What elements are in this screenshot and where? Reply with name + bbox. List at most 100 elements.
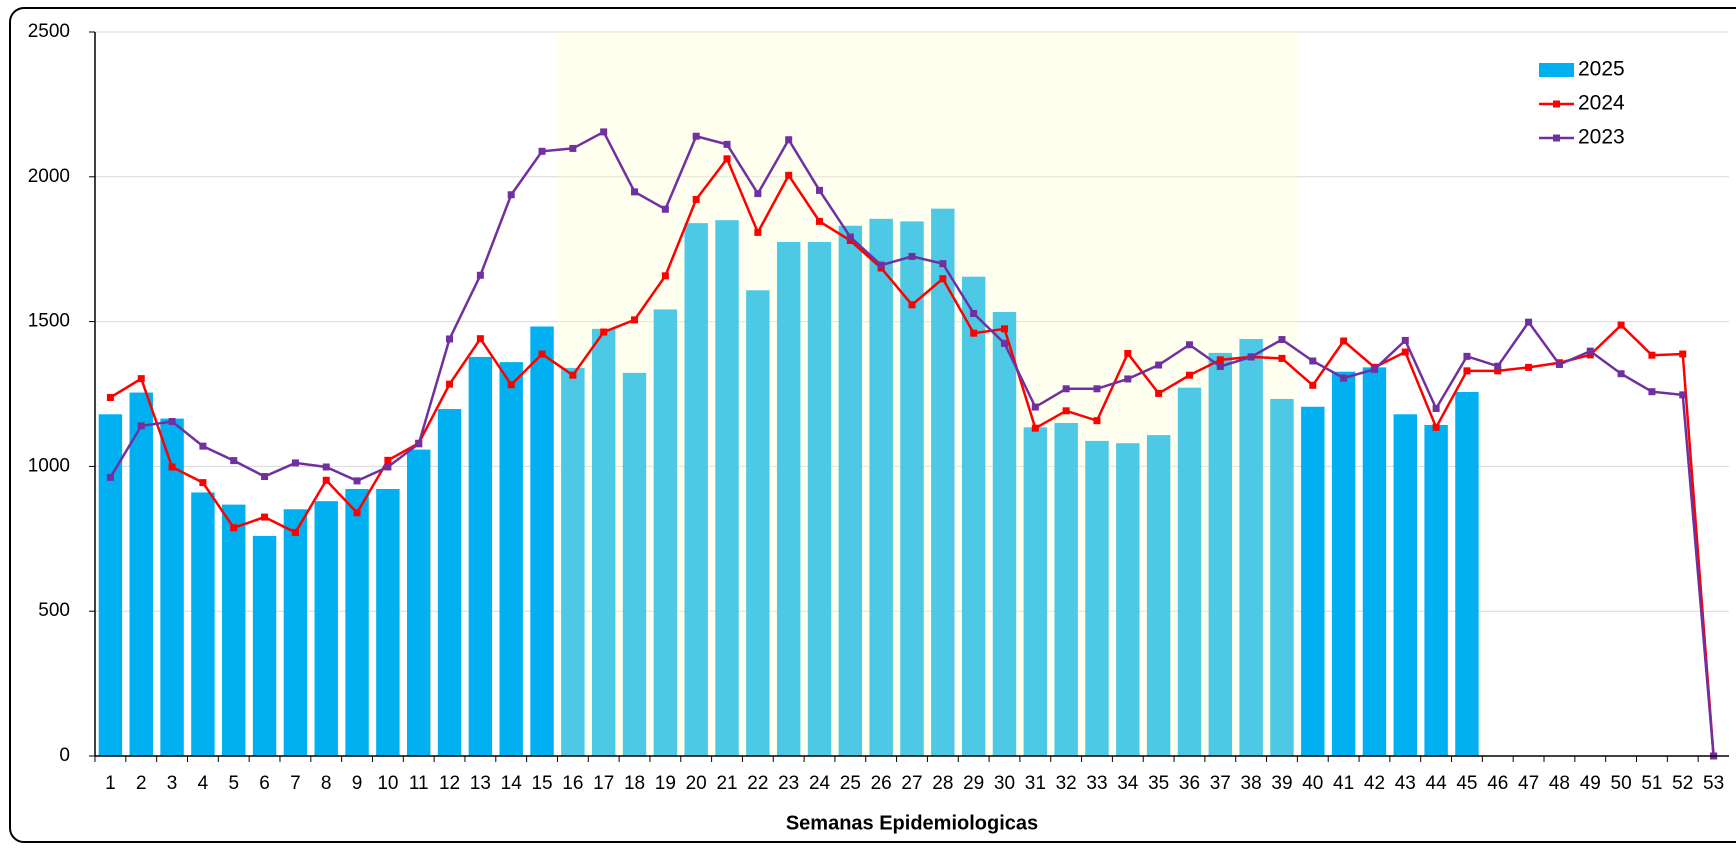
bar bbox=[437, 409, 462, 756]
bar bbox=[1208, 352, 1233, 756]
x-tick-label: 13 bbox=[470, 773, 491, 794]
point bbox=[168, 463, 176, 471]
y-tick-label: 500 bbox=[38, 600, 70, 621]
point bbox=[1494, 362, 1502, 370]
x-tick-label: 6 bbox=[259, 773, 270, 794]
point bbox=[1278, 354, 1286, 362]
point bbox=[1586, 347, 1594, 355]
point bbox=[1340, 337, 1348, 345]
point bbox=[939, 275, 947, 283]
bar bbox=[931, 208, 955, 756]
x-tick-label: 47 bbox=[1518, 773, 1539, 794]
point bbox=[1617, 321, 1625, 329]
point bbox=[569, 371, 577, 379]
point bbox=[1031, 403, 1039, 411]
point bbox=[1679, 350, 1687, 358]
point bbox=[1093, 417, 1101, 425]
point bbox=[1648, 388, 1656, 396]
point bbox=[1494, 367, 1502, 375]
x-tick-label: 17 bbox=[593, 773, 614, 794]
point bbox=[661, 272, 669, 280]
bar bbox=[684, 223, 708, 757]
bar bbox=[961, 276, 986, 756]
x-tick-label: 22 bbox=[747, 773, 768, 794]
point bbox=[199, 479, 207, 487]
x-tick-label: 16 bbox=[562, 773, 583, 794]
point bbox=[291, 528, 299, 536]
point bbox=[291, 459, 299, 467]
x-tick-label: 3 bbox=[167, 773, 178, 794]
point bbox=[384, 463, 392, 471]
legend-label: 2024 bbox=[1578, 92, 1625, 115]
point bbox=[754, 190, 762, 198]
point bbox=[692, 132, 700, 140]
point bbox=[1463, 352, 1471, 360]
x-tick-label: 40 bbox=[1302, 773, 1323, 794]
legend-marker bbox=[1553, 100, 1560, 108]
point bbox=[476, 271, 484, 279]
x-tick-label: 9 bbox=[352, 773, 363, 794]
point bbox=[631, 188, 639, 196]
point bbox=[1031, 424, 1039, 432]
x-tick-label: 34 bbox=[1117, 773, 1139, 794]
bar bbox=[1270, 398, 1294, 756]
point bbox=[970, 329, 978, 337]
bar bbox=[622, 372, 647, 756]
x-tick-label: 49 bbox=[1580, 773, 1601, 794]
x-tick-label: 43 bbox=[1395, 773, 1416, 794]
bar bbox=[1239, 338, 1263, 756]
point bbox=[631, 316, 639, 324]
bar bbox=[1331, 371, 1356, 756]
bar bbox=[807, 241, 832, 756]
bar bbox=[468, 356, 493, 756]
x-tick-label: 5 bbox=[228, 773, 239, 794]
x-tick-label: 20 bbox=[686, 773, 707, 794]
point bbox=[507, 381, 515, 389]
bar bbox=[499, 362, 523, 756]
x-tick-label: 42 bbox=[1364, 773, 1385, 794]
point bbox=[1278, 336, 1286, 344]
point bbox=[168, 418, 176, 426]
y-tick-label: 1500 bbox=[28, 311, 70, 332]
point bbox=[1185, 341, 1193, 349]
x-tick-label: 35 bbox=[1148, 773, 1169, 794]
point bbox=[1648, 351, 1656, 359]
bar bbox=[1424, 424, 1448, 756]
bar bbox=[98, 414, 123, 756]
point bbox=[754, 228, 762, 236]
x-tick-label: 11 bbox=[409, 773, 429, 794]
point bbox=[1000, 339, 1008, 347]
point bbox=[1124, 349, 1132, 357]
bar bbox=[191, 492, 215, 756]
x-tick-label: 24 bbox=[809, 773, 831, 794]
point bbox=[1370, 365, 1378, 373]
point bbox=[970, 309, 978, 317]
x-tick-label: 18 bbox=[624, 773, 645, 794]
point bbox=[1216, 356, 1224, 364]
bar bbox=[746, 290, 770, 756]
point bbox=[1124, 375, 1132, 383]
point bbox=[846, 233, 854, 241]
point bbox=[1216, 362, 1224, 370]
x-tick-label: 51 bbox=[1641, 773, 1662, 794]
x-tick-label: 19 bbox=[655, 773, 676, 794]
bar bbox=[222, 504, 246, 756]
highlight-band bbox=[557, 32, 1298, 756]
point bbox=[1062, 385, 1070, 393]
bar bbox=[129, 392, 153, 756]
y-tick-label: 2500 bbox=[28, 21, 70, 42]
point bbox=[261, 513, 269, 521]
point bbox=[877, 261, 885, 269]
point bbox=[1185, 371, 1193, 379]
point bbox=[908, 252, 916, 260]
bar bbox=[992, 312, 1017, 756]
point bbox=[137, 422, 145, 430]
point bbox=[1432, 404, 1440, 412]
x-tick-label: 21 bbox=[716, 773, 737, 794]
point bbox=[446, 380, 454, 388]
point bbox=[230, 524, 238, 532]
point bbox=[199, 442, 207, 450]
bar bbox=[1455, 391, 1479, 756]
